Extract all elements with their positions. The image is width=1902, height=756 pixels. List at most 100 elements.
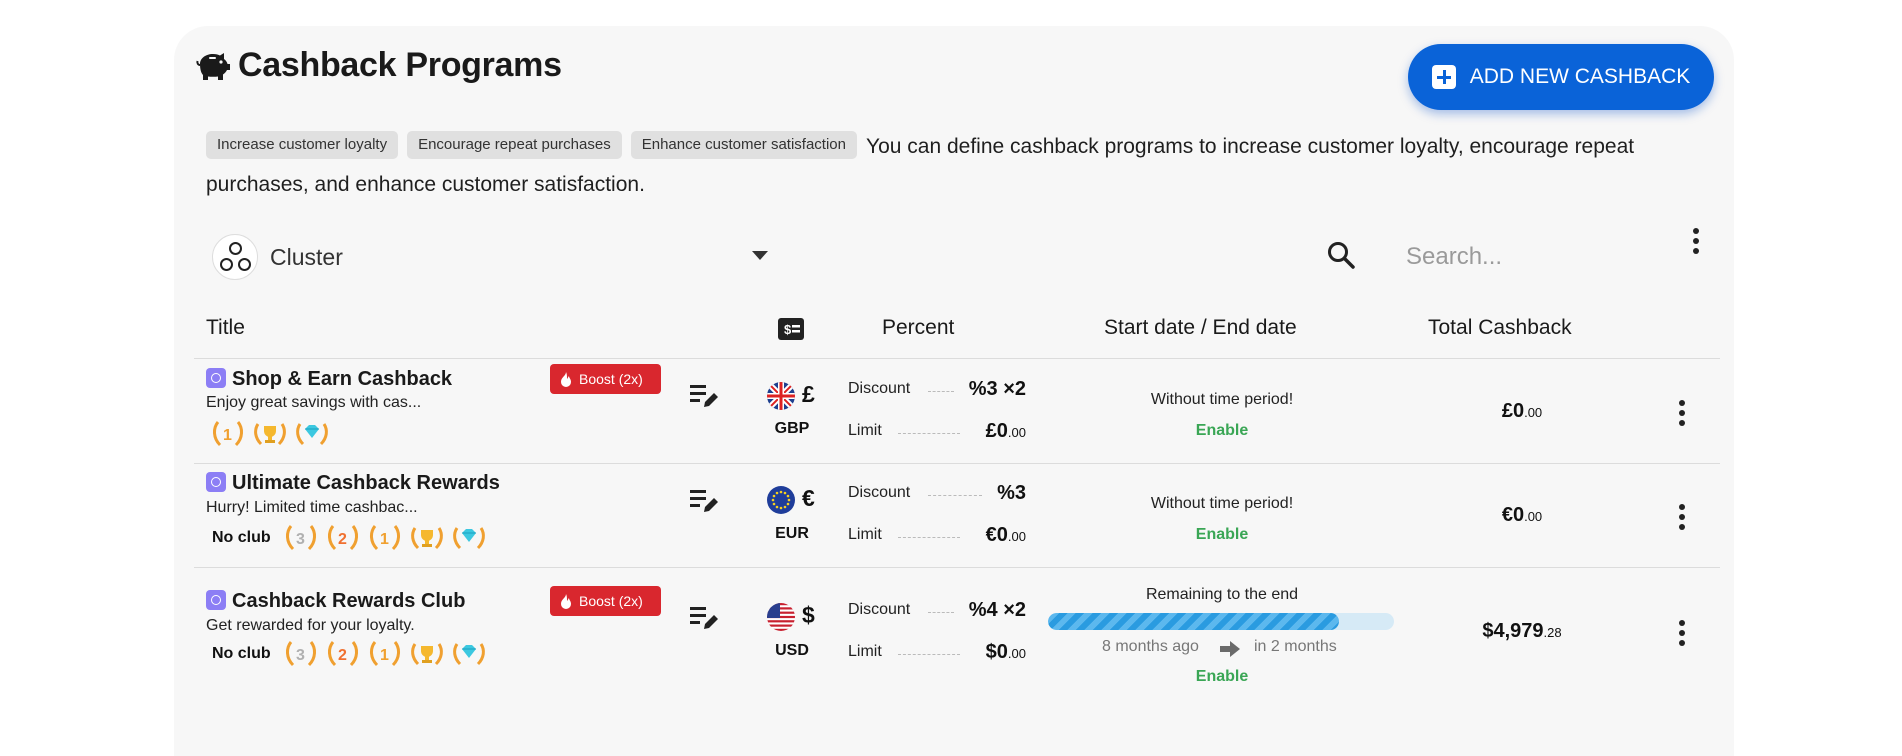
intro-text: You can define cashback programs to incr… [206, 135, 1635, 196]
diamond-badge-icon [452, 643, 485, 666]
svg-text:2: 2 [338, 647, 347, 664]
club-badges: No club 3 2 1 [212, 522, 487, 554]
fire-icon [561, 593, 571, 609]
discount-value: %3 [997, 482, 1026, 504]
level-1-badge-icon: 1 [369, 641, 400, 667]
currency-symbol: € [802, 485, 815, 511]
end-relative-date: in 2 months [1254, 638, 1337, 655]
piggy-bank-icon [196, 53, 230, 80]
arrow-right-icon [1220, 641, 1240, 657]
remaining-progress-bar [1048, 613, 1394, 630]
add-new-cashback-button[interactable]: ADD NEW CASHBACK [1408, 44, 1714, 110]
boost-badge: Boost (2x) [550, 364, 661, 394]
period-text: Without time period! [1150, 391, 1294, 408]
row-divider [194, 463, 1720, 464]
search-icon[interactable] [1326, 240, 1356, 270]
currency-symbol: £ [802, 381, 815, 407]
club-badges: 1 [210, 418, 330, 450]
row-divider [194, 567, 1720, 568]
edit-notes-icon[interactable] [690, 382, 720, 410]
svg-text:1: 1 [380, 531, 389, 548]
chip-loyalty: Increase customer loyalty [206, 131, 399, 160]
intro-description: Increase customer loyalty Encourage repea… [206, 128, 1686, 204]
club-name: No club [212, 645, 271, 662]
currency-code: USD [775, 642, 809, 659]
add-new-cashback-label: ADD NEW CASHBACK [1469, 65, 1691, 88]
page-title: Cashback Programs [238, 46, 562, 84]
cluster-icon [212, 234, 258, 280]
limit-label: Limit [848, 643, 882, 660]
column-title: Title [206, 316, 245, 339]
cluster-select-value: Cluster [270, 244, 343, 270]
row-title: Cashback Rewards Club [206, 590, 465, 613]
column-total-cashback: Total Cashback [1428, 316, 1572, 339]
currency-symbol: $ [802, 602, 815, 628]
discount-label: Discount [848, 380, 911, 397]
uk-flag-icon [767, 382, 795, 410]
discount-value: %4 ×2 [968, 599, 1026, 621]
currency-code: GBP [774, 420, 810, 437]
us-flag-icon [767, 603, 795, 631]
fire-icon [561, 371, 571, 387]
cashback-tag-icon [206, 590, 226, 610]
period-text: Without time period! [1150, 495, 1294, 512]
row-subtitle: Hurry! Limited time cashbac... [206, 499, 418, 516]
discount-label: Discount [848, 484, 911, 501]
eu-flag-icon [767, 486, 795, 514]
total-cashback: $4,979.28 [1482, 620, 1562, 642]
remaining-progress-fill [1048, 613, 1339, 630]
trophy-badge-icon [410, 527, 443, 550]
status-enable[interactable]: Enable [1195, 526, 1249, 543]
club-name: No club [212, 529, 271, 546]
svg-text:$: $ [784, 322, 792, 337]
currency-code: EUR [775, 525, 809, 542]
toolbar-more-menu-icon[interactable] [1691, 228, 1701, 258]
svg-text:3: 3 [296, 647, 305, 664]
row-title: Ultimate Cashback Rewards [206, 472, 500, 495]
cluster-select[interactable]: Cluster [212, 234, 772, 282]
svg-text:1: 1 [223, 427, 232, 444]
club-badges: No club 3 2 1 [212, 638, 487, 670]
cashback-tag-icon [206, 368, 226, 388]
edit-notes-icon[interactable] [690, 487, 720, 515]
column-dates: Start date / End date [1104, 316, 1297, 339]
boost-badge: Boost (2x) [550, 586, 661, 616]
row-subtitle: Get rewarded for your loyalty. [206, 617, 415, 634]
chip-repeat-purchases: Encourage repeat purchases [407, 131, 622, 160]
level-1-badge-icon: 1 [213, 421, 243, 447]
level-2-badge-icon: 2 [327, 525, 358, 551]
trophy-badge-icon [254, 423, 286, 446]
level-1-badge-icon: 1 [369, 525, 400, 551]
level-2-badge-icon: 2 [327, 641, 358, 667]
period-text: Remaining to the end [1145, 586, 1299, 603]
row-more-menu-icon[interactable] [1677, 620, 1687, 650]
svg-text:3: 3 [296, 531, 305, 548]
status-enable[interactable]: Enable [1195, 422, 1249, 439]
search-input[interactable] [1404, 236, 1668, 278]
total-cashback: £0.00 [1501, 400, 1543, 422]
discount-label: Discount [848, 601, 911, 618]
start-relative-date: 8 months ago [1102, 638, 1199, 655]
total-cashback: €0.00 [1501, 504, 1543, 526]
trophy-badge-icon [410, 643, 443, 666]
chevron-down-icon [752, 251, 768, 260]
row-subtitle: Enjoy great savings with cas... [206, 394, 422, 411]
row-title: Shop & Earn Cashback [206, 368, 452, 391]
diamond-badge-icon [452, 527, 485, 550]
status-enable[interactable]: Enable [1195, 668, 1249, 685]
header-divider [194, 358, 1720, 359]
level-3-badge-icon: 3 [285, 525, 316, 551]
limit-value: £0.00 [985, 420, 1026, 442]
level-3-badge-icon: 3 [285, 641, 316, 667]
column-percent: Percent [882, 316, 955, 339]
limit-value: €0.00 [985, 524, 1026, 546]
svg-text:2: 2 [338, 531, 347, 548]
edit-notes-icon[interactable] [690, 604, 720, 632]
currency-column-icon: $ [778, 318, 804, 340]
row-more-menu-icon[interactable] [1677, 504, 1687, 534]
cashback-tag-icon [206, 472, 226, 492]
limit-label: Limit [848, 422, 882, 439]
row-more-menu-icon[interactable] [1677, 400, 1687, 430]
discount-value: %3 ×2 [968, 378, 1026, 400]
limit-value: $0.00 [985, 641, 1026, 663]
